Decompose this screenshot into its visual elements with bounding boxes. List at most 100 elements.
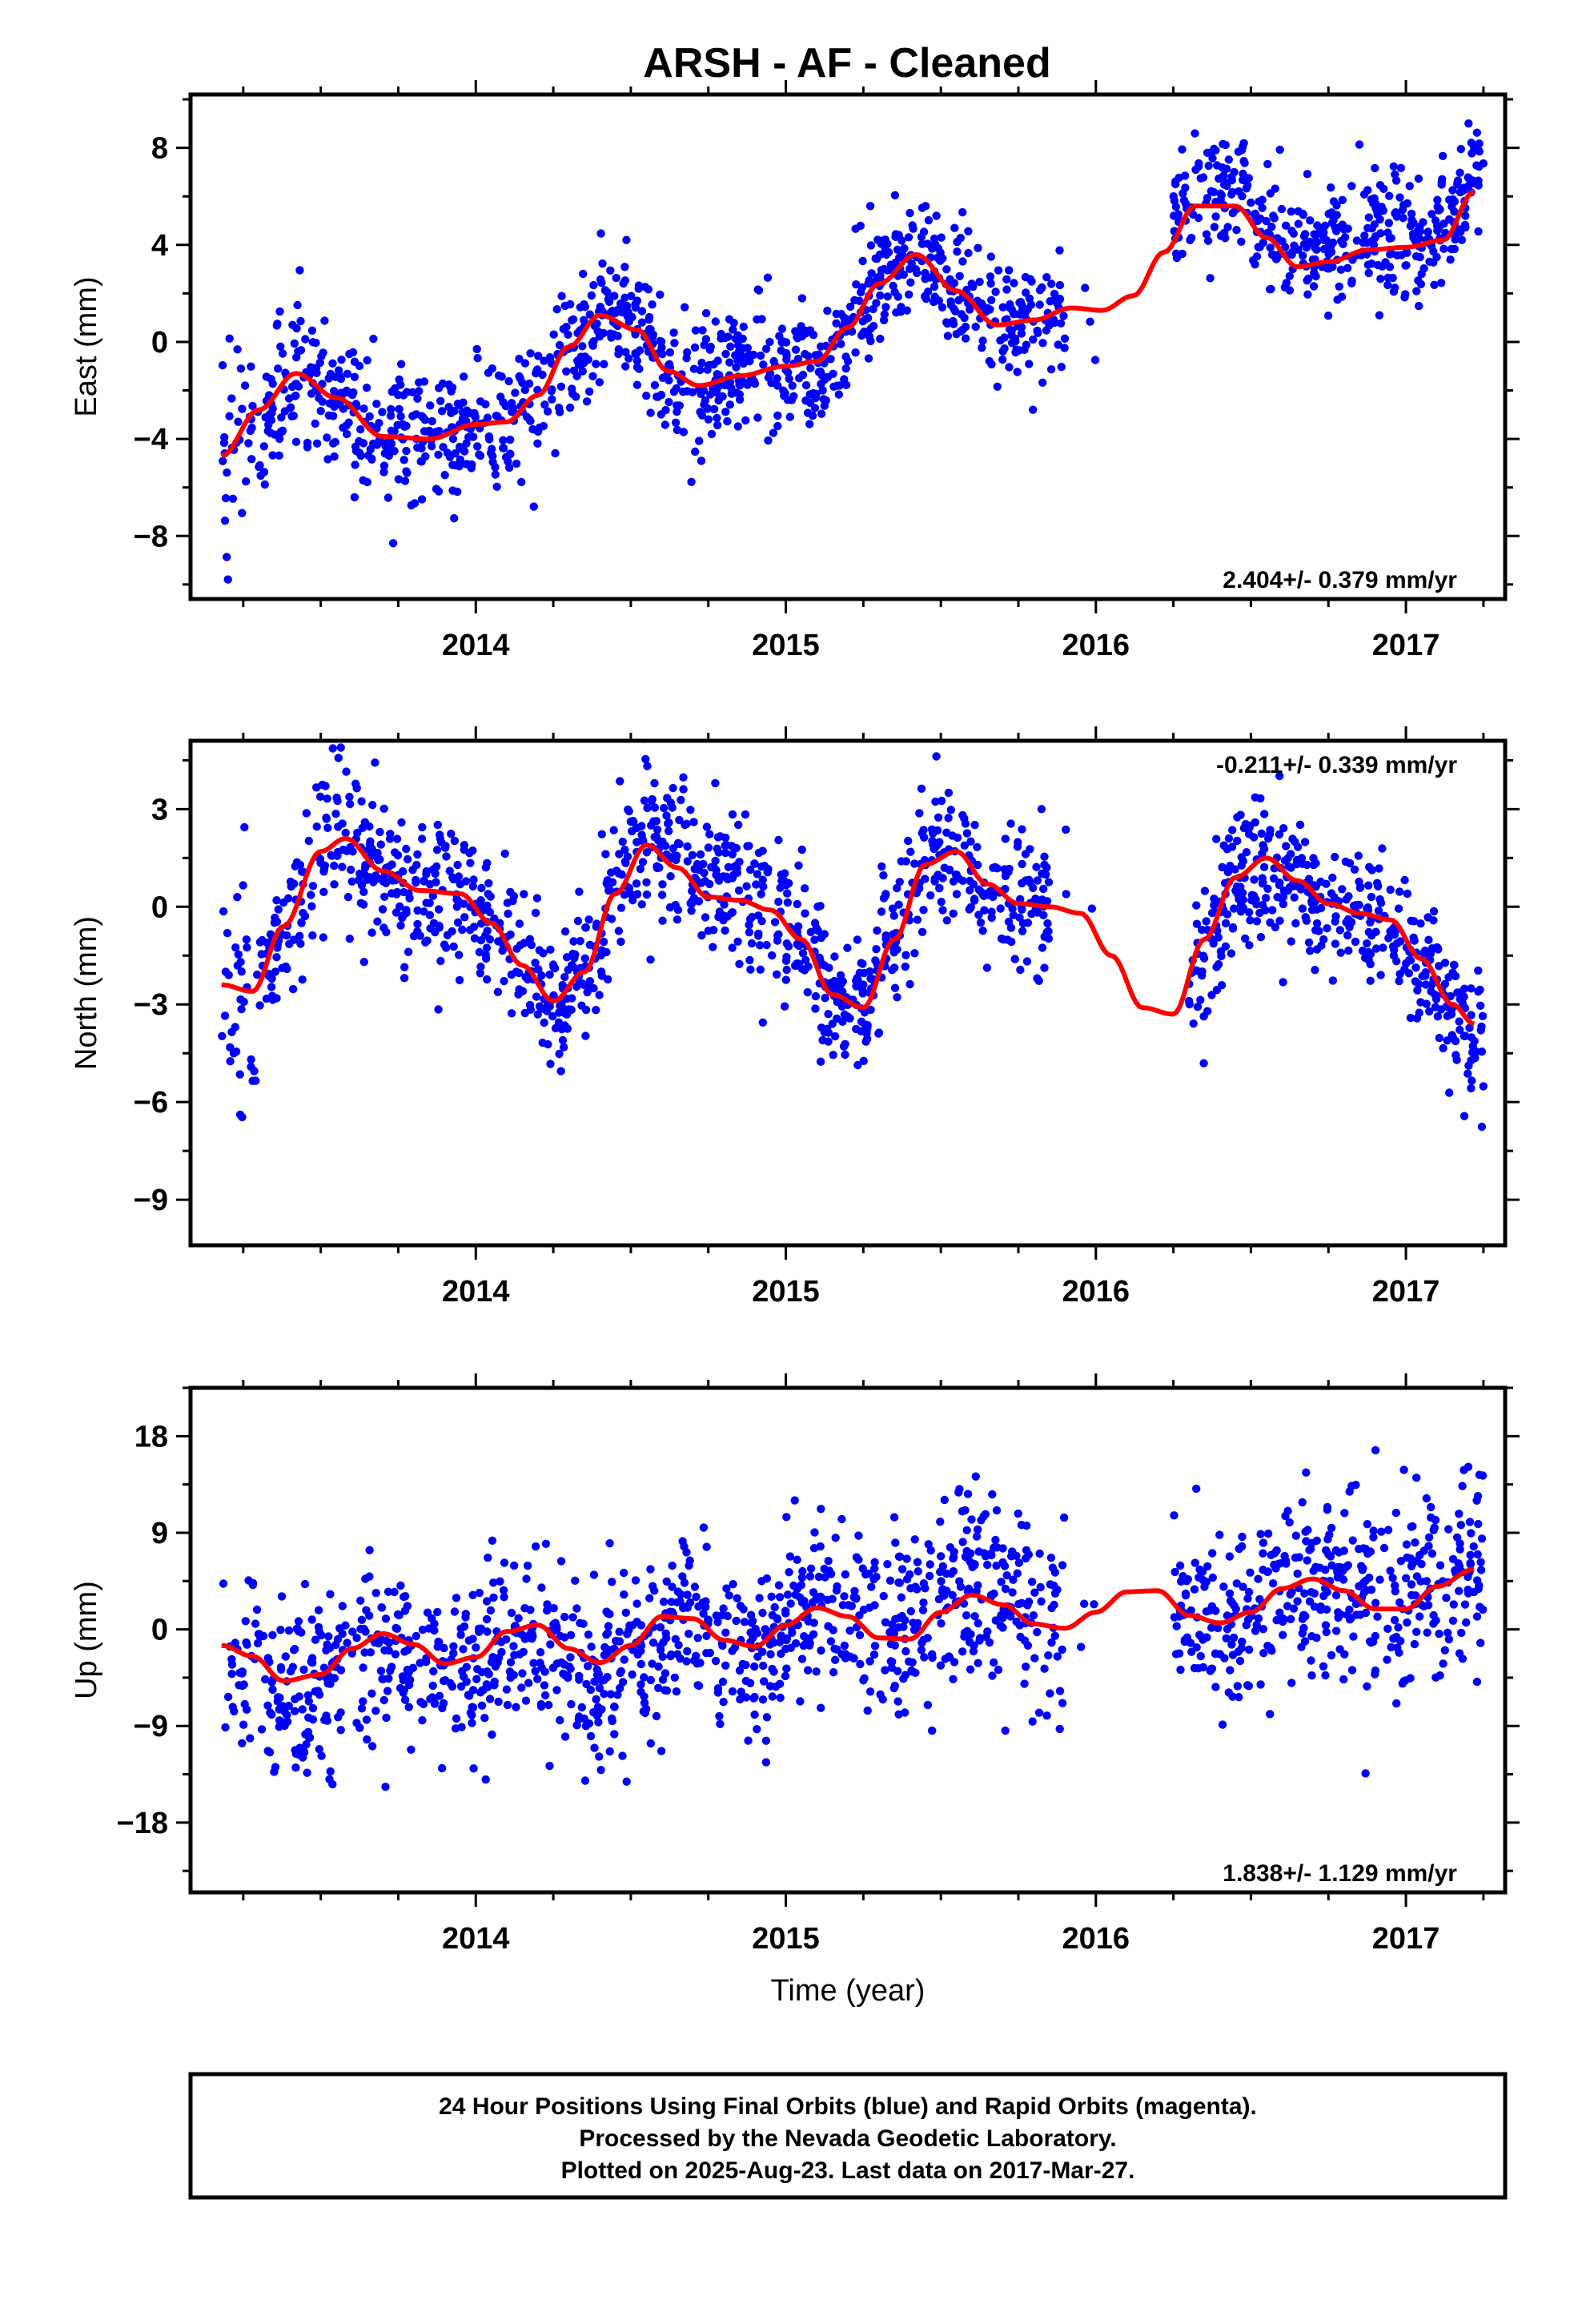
north-plot-frame [188,738,1508,1248]
east-point [350,357,359,366]
east-point [1299,211,1308,219]
north-point [1307,897,1316,906]
north-point [346,799,355,809]
north-point [1331,939,1340,948]
north-point [1279,824,1288,833]
east-point [1336,265,1346,274]
east-point [1277,204,1287,214]
north-point [1018,927,1027,936]
up-point [365,1572,374,1581]
east-point [316,407,325,416]
up-point [701,1597,710,1606]
up-point [845,1626,854,1635]
east-point [1411,251,1421,261]
east-point [1275,145,1284,155]
footer-line-processed: Processed by the Nevada Geodetic Laborat… [579,2125,1116,2152]
east-point [426,401,435,410]
up-point [919,1579,929,1588]
east-point [311,338,320,348]
north-point [562,994,572,1003]
up-point [750,1662,759,1671]
up-point [824,1622,833,1630]
north-point [1351,937,1360,947]
east-point [937,233,946,242]
east-point [687,477,696,486]
east-point [1010,334,1020,344]
east-point [823,306,832,316]
east-point [1306,216,1315,225]
east-rate-label: 2.404+/- 0.379 mm/yr [1223,567,1457,593]
north-point [987,907,996,916]
up-point [314,1606,323,1614]
north-point [345,935,354,943]
up-point [1412,1627,1421,1637]
north-point [689,818,698,826]
up-point [1298,1498,1307,1507]
east-point [725,358,734,367]
east-point [362,384,371,392]
north-point [687,899,697,908]
east-point [783,396,793,404]
east-point [1060,334,1070,343]
east-point [303,443,312,452]
north-point [493,987,503,996]
east-point [967,279,976,288]
east-point [1278,237,1287,246]
north-point [1419,948,1428,958]
up-point [265,1748,275,1757]
north-point [746,965,755,974]
up-point [1321,1671,1330,1680]
north-point [638,858,648,866]
east-point [1450,244,1460,254]
east-point [877,236,887,245]
east-point [275,307,284,316]
up-point [890,1641,900,1650]
north-point [917,784,926,793]
north-point [1366,976,1375,985]
east-point [1219,180,1229,189]
east-point [438,379,448,388]
up-point [776,1693,785,1703]
east-point [1395,193,1404,202]
east-point [832,319,841,328]
up-point [1466,1550,1475,1560]
north-point [683,842,692,851]
east-point [507,399,516,408]
north-point [1364,881,1373,890]
east-point [400,421,408,430]
east-point [539,421,548,431]
east-point [1252,252,1262,261]
east-point [832,309,841,319]
east-point [791,345,801,354]
north-point [953,833,962,842]
north-point [539,949,548,958]
up-point [1283,1602,1292,1610]
north-point [267,983,276,991]
north-point [431,869,440,879]
north-point [1479,1082,1488,1091]
up-point [983,1560,992,1570]
up-point [605,1610,614,1618]
up-point [1460,1466,1468,1474]
east-point [1303,290,1312,299]
up-point [786,1599,795,1608]
east-point [1012,345,1021,354]
up-point [1259,1538,1268,1547]
up-point [1293,1569,1302,1578]
north-point [650,778,659,788]
east-point [447,387,456,396]
north-point [1413,986,1422,995]
up-point [1235,1693,1243,1702]
east-point [1005,303,1014,312]
east-point [1437,178,1447,187]
north-point [434,1005,443,1014]
north-point [266,930,275,939]
up-point [870,1601,879,1610]
up-point [1415,1550,1424,1560]
up-point [693,1634,702,1642]
up-point [238,1667,247,1676]
north-point [449,942,458,951]
up-point [466,1708,475,1717]
up-point [781,1609,790,1618]
up-point [284,1626,294,1635]
